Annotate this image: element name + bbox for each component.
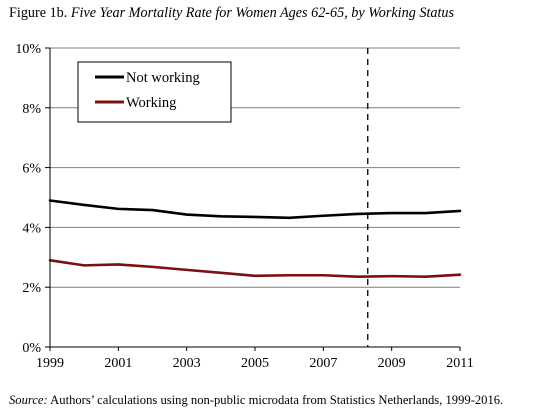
legend: Not working Working (77, 61, 232, 123)
source-text: Authors’ calculations using non-public m… (50, 393, 504, 407)
x-tick-labels: 1999 2001 2003 2005 2007 2009 2011 (36, 356, 474, 371)
axis-layer (45, 47, 461, 351)
y-tick-label-2: 2% (22, 281, 41, 296)
figure-label: Figure 1b. (9, 5, 68, 21)
source-note: Source: Authors’ calculations using non-… (9, 393, 503, 408)
y-tick-label-8: 8% (22, 102, 41, 117)
y-tick-label-6: 6% (22, 162, 41, 177)
legend-box (77, 61, 232, 123)
legend-label-working: Working (126, 95, 176, 111)
x-tick-label-1999: 1999 (36, 356, 64, 371)
y-tick-labels: 0% 2% 4% 6% 8% 10% (15, 42, 41, 356)
figure-title: Figure 1b. Five Year Mortality Rate for … (9, 5, 454, 22)
mortality-line-chart: 0% 2% 4% 6% 8% 10% 1999 2001 2003 2005 2007 2009 20… (15, 42, 474, 371)
legend-label-not-working: Not working (126, 70, 200, 86)
x-tick-label-2009: 2009 (378, 356, 406, 371)
source-label: Source: (9, 393, 48, 407)
series-layer (48, 199, 462, 279)
series-line-not-working (48, 199, 462, 220)
x-tick-label-2005: 2005 (241, 356, 269, 371)
y-tick-label-4: 4% (22, 221, 41, 236)
x-tick-label-2007: 2007 (309, 356, 337, 371)
x-tick-label-2003: 2003 (173, 356, 201, 371)
x-tick-label-2001: 2001 (104, 356, 132, 371)
figure-title-text: Five Year Mortality Rate for Women Ages … (70, 5, 455, 21)
x-tick-label-2011: 2011 (446, 356, 473, 371)
y-tick-label-10: 10% (15, 42, 41, 57)
y-tick-label-0: 0% (22, 341, 41, 356)
series-line-working (48, 258, 462, 279)
